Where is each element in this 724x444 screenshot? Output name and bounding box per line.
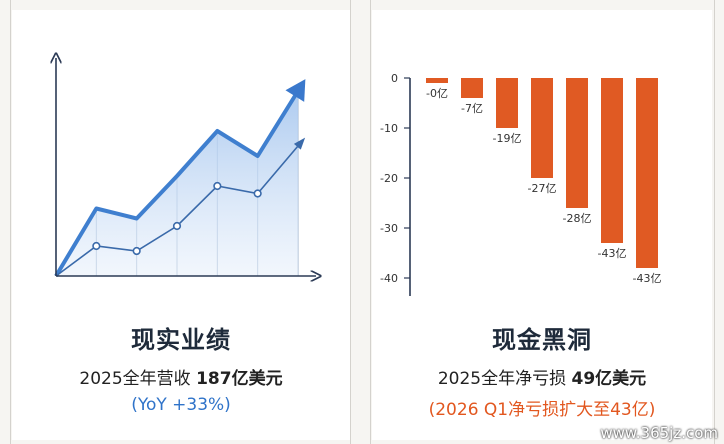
revenue-subtitle-text: 2025全年营收	[79, 369, 191, 389]
revenue-panel: 现实业绩 2025全年营收 187亿美元 (YoY +33%)	[12, 10, 350, 440]
loss-subtitle-text: 2025全年净亏损	[437, 369, 567, 389]
loss-bar-label: -19亿	[493, 132, 522, 145]
loss-bar-label: -43亿	[633, 272, 662, 285]
loss-bar-label: -43亿	[598, 247, 627, 260]
loss-subtitle: 2025全年净亏损 49亿美元	[372, 364, 712, 389]
revenue-area-fill	[56, 91, 298, 276]
revenue-data-point	[92, 241, 101, 251]
loss-bar	[566, 78, 588, 208]
loss-bar	[531, 78, 553, 178]
loss-bar	[496, 78, 518, 128]
frame-line-right	[714, 0, 715, 444]
loss-y-tick-label: 0	[391, 72, 398, 85]
loss-bar-label: -27亿	[528, 182, 557, 195]
loss-bar-label: -28亿	[563, 212, 592, 225]
loss-highlight: 49亿美元	[571, 369, 647, 389]
frame-line-left	[10, 0, 11, 444]
frame-line-mid-left	[350, 0, 351, 444]
loss-y-tick-label: -30	[380, 222, 398, 235]
revenue-subtitle: 2025全年营收 187亿美元	[12, 364, 350, 389]
loss-title: 现金黑洞	[492, 326, 592, 354]
loss-bar-label: -7亿	[461, 102, 483, 115]
revenue-lower-line	[55, 139, 304, 277]
revenue-note: (YoY +33%)	[131, 395, 231, 415]
loss-bar	[636, 78, 658, 268]
revenue-lower-arrow-head	[293, 137, 306, 150]
loss-y-tick-label: -40	[380, 272, 398, 285]
loss-panel: 0 -10 -20 -30 -40 -0亿 -7亿 -19亿 -27亿 -28亿 -43亿 -43亿…	[372, 10, 712, 440]
revenue-line-chart	[12, 10, 350, 310]
loss-bar-chart: 0 -10 -20 -30 -40 -0亿 -7亿 -19亿 -27亿 -28亿 -43亿 -43亿	[380, 72, 662, 296]
frame-line-mid-right	[370, 0, 371, 444]
loss-note: (2026 Q1净亏损扩大至43亿)	[428, 400, 656, 420]
revenue-upper-line	[54, 89, 300, 278]
loss-bar-label: -0亿	[426, 87, 448, 100]
revenue-title: 现实业绩	[131, 326, 231, 354]
revenue-data-point	[253, 189, 262, 198]
loss-bar	[461, 78, 483, 98]
loss-bar	[601, 78, 623, 243]
loss-y-tick-label: -10	[380, 122, 398, 135]
revenue-data-point	[213, 181, 222, 191]
watermark: www.365jz.com	[600, 424, 718, 442]
revenue-trend-arrow-head	[285, 79, 306, 102]
loss-y-tick-label: -20	[380, 172, 398, 185]
revenue-data-point	[172, 221, 182, 231]
loss-bar	[426, 78, 448, 83]
revenue-highlight: 187亿美元	[196, 369, 283, 389]
revenue-data-point	[132, 246, 141, 256]
